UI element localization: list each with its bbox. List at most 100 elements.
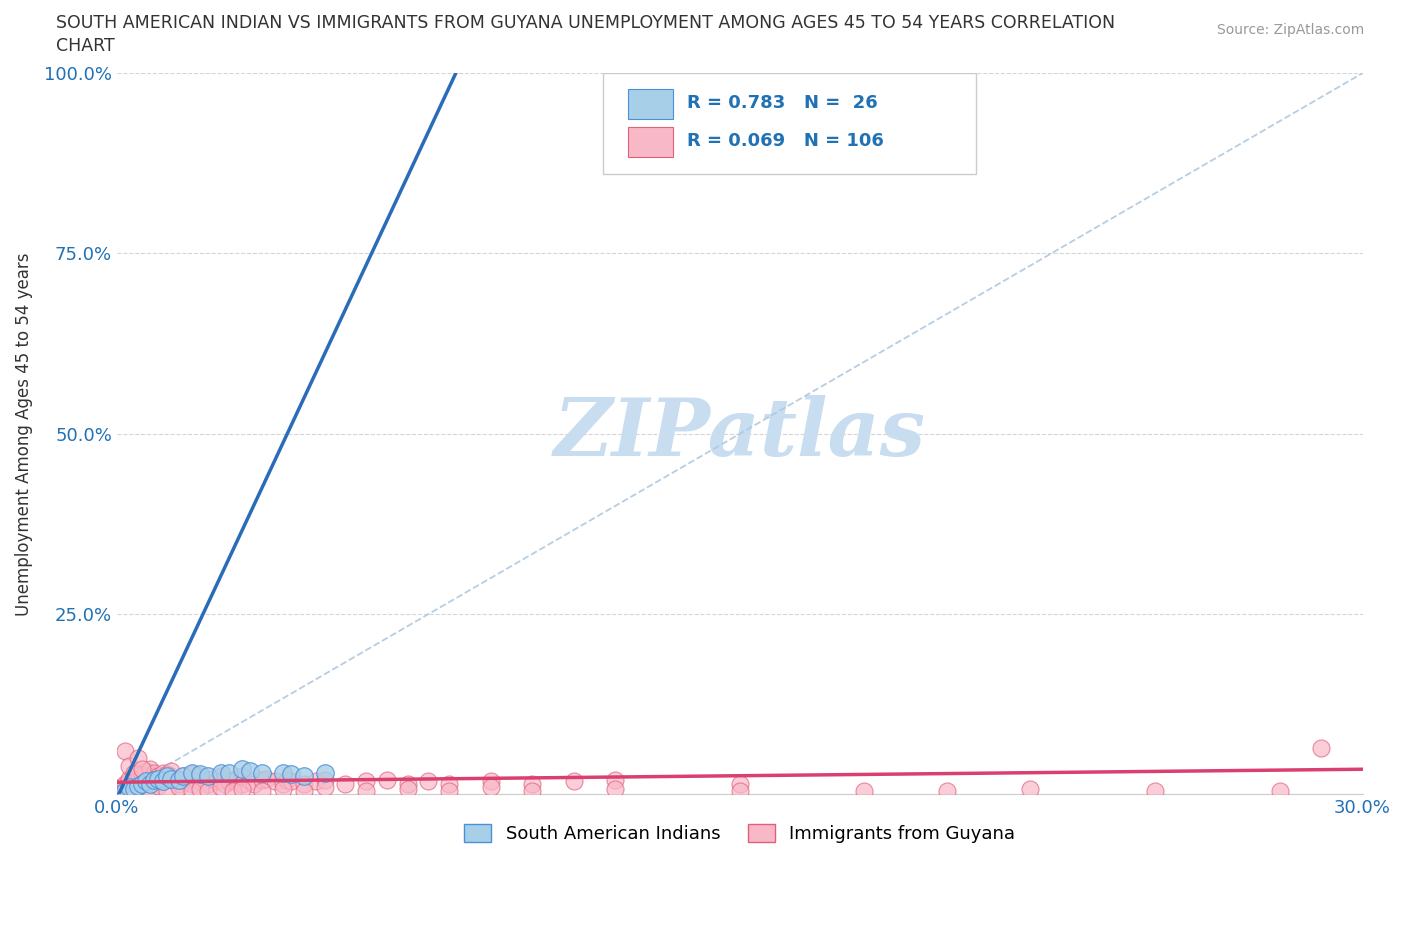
Point	[562, 774, 585, 789]
Point	[292, 769, 315, 784]
Point	[1268, 783, 1291, 798]
Point	[180, 765, 202, 780]
Point	[167, 777, 190, 791]
Point	[280, 767, 302, 782]
Point	[252, 773, 274, 788]
Point	[135, 769, 157, 784]
Point	[222, 783, 245, 798]
Point	[292, 777, 315, 791]
Point	[853, 783, 876, 798]
Point	[122, 773, 145, 788]
Point	[218, 774, 240, 789]
Point	[160, 769, 183, 784]
Point	[437, 783, 460, 798]
Text: Source: ZipAtlas.com: Source: ZipAtlas.com	[1216, 23, 1364, 37]
Legend: South American Indians, Immigrants from Guyana: South American Indians, Immigrants from …	[457, 817, 1022, 850]
Point	[256, 771, 278, 786]
Point	[271, 781, 294, 796]
Point	[252, 783, 274, 798]
Point	[122, 777, 145, 791]
Point	[252, 765, 274, 780]
Point	[188, 774, 211, 789]
Point	[172, 774, 194, 789]
Point	[118, 778, 141, 793]
Point	[152, 774, 174, 789]
Point	[156, 771, 179, 786]
Point	[172, 769, 194, 784]
Point	[131, 767, 153, 782]
Point	[437, 777, 460, 791]
Point	[201, 771, 224, 786]
Point	[728, 783, 751, 798]
Point	[209, 773, 232, 788]
Point	[172, 769, 194, 784]
Point	[314, 765, 336, 780]
Point	[231, 777, 253, 791]
Point	[520, 783, 543, 798]
Point	[1019, 781, 1042, 796]
Point	[314, 773, 336, 788]
Point	[176, 773, 198, 788]
Point	[139, 773, 162, 788]
Point	[354, 774, 377, 789]
Point	[936, 783, 959, 798]
Text: ZIPatlas: ZIPatlas	[554, 395, 925, 472]
Point	[148, 771, 170, 786]
Point	[156, 767, 179, 782]
Point	[209, 769, 232, 784]
Point	[218, 765, 240, 780]
Point	[197, 769, 219, 784]
Point	[139, 777, 162, 791]
Point	[127, 765, 149, 780]
Point	[110, 780, 132, 795]
Point	[160, 771, 183, 786]
Point	[139, 781, 162, 796]
Point	[226, 771, 249, 786]
Point	[271, 765, 294, 780]
Point	[209, 765, 232, 780]
Point	[231, 781, 253, 796]
Point	[314, 780, 336, 795]
Point	[188, 769, 211, 784]
Point	[375, 773, 398, 788]
Point	[143, 765, 166, 780]
Point	[197, 777, 219, 791]
Point	[1143, 783, 1166, 798]
Y-axis label: Unemployment Among Ages 45 to 54 years: Unemployment Among Ages 45 to 54 years	[15, 252, 32, 616]
Point	[214, 777, 236, 791]
Text: R = 0.783   N =  26: R = 0.783 N = 26	[688, 95, 879, 113]
Point	[167, 773, 190, 788]
Point	[479, 780, 502, 795]
Point	[605, 781, 627, 796]
Point	[239, 764, 262, 778]
Point	[131, 771, 153, 786]
Point	[276, 773, 298, 788]
Point	[114, 781, 136, 796]
Point	[135, 774, 157, 789]
Point	[1310, 740, 1333, 755]
Point	[122, 781, 145, 796]
Point	[152, 773, 174, 788]
Point	[396, 777, 419, 791]
Point	[605, 773, 627, 788]
Point	[152, 765, 174, 780]
Text: SOUTH AMERICAN INDIAN VS IMMIGRANTS FROM GUYANA UNEMPLOYMENT AMONG AGES 45 TO 54: SOUTH AMERICAN INDIAN VS IMMIGRANTS FROM…	[56, 14, 1115, 32]
Point	[197, 783, 219, 798]
Point	[131, 777, 153, 791]
Point	[193, 773, 215, 788]
Point	[127, 751, 149, 765]
Point	[148, 774, 170, 789]
Point	[728, 777, 751, 791]
Point	[139, 762, 162, 777]
Point	[118, 780, 141, 795]
Point	[280, 774, 302, 789]
Point	[167, 780, 190, 795]
Point	[127, 778, 149, 793]
Point	[118, 771, 141, 786]
Point	[418, 774, 440, 789]
Point	[148, 778, 170, 793]
Point	[110, 783, 132, 798]
Point	[122, 769, 145, 784]
Point	[118, 758, 141, 773]
Point	[292, 783, 315, 798]
